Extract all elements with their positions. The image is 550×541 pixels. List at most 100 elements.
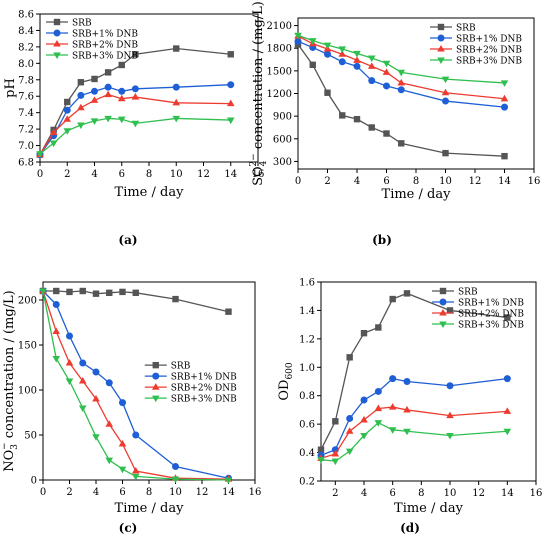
data-point xyxy=(52,327,61,335)
legend-entry: SRB+1% DNB xyxy=(456,35,522,45)
data-point xyxy=(92,395,100,402)
y-tick-label: 200 xyxy=(18,296,37,307)
chart-panel: 2 4 6 8 10 12 14 16 0.2 0.4 0.6 0.8 1.0 1.2 1.4 1.6 Time… xyxy=(277,278,542,536)
data-point xyxy=(90,96,99,103)
data-point xyxy=(172,115,181,123)
y-tick-label: 100 xyxy=(18,386,37,397)
data-point xyxy=(119,288,126,296)
y-tick-label: 0.2 xyxy=(299,477,315,488)
y-axis-label: NO3− concentration / (mg/L) xyxy=(0,290,20,472)
legend-entry: SRB xyxy=(458,288,478,298)
data-point xyxy=(294,37,302,45)
data-point xyxy=(106,289,113,296)
data-point xyxy=(131,85,139,93)
y-axis-label-main: SO xyxy=(251,166,266,186)
data-point xyxy=(104,83,112,91)
data-point xyxy=(36,151,44,158)
y-tick-label: 0.6 xyxy=(299,420,315,431)
data-point xyxy=(403,428,411,436)
data-point xyxy=(225,308,232,315)
x-tick-label: 10 xyxy=(439,176,452,187)
data-point xyxy=(105,379,113,387)
data-point xyxy=(360,432,368,440)
data-point xyxy=(79,287,86,295)
series-line xyxy=(42,290,229,479)
y-tick-label: 8.4 xyxy=(18,26,34,37)
y-tick-label: 600 xyxy=(273,134,292,145)
data-point xyxy=(389,295,396,303)
x-axis-label: Time / day xyxy=(115,185,185,200)
data-point xyxy=(92,368,100,376)
data-point xyxy=(104,115,112,123)
data-point xyxy=(503,407,512,414)
legend-marker xyxy=(439,309,447,316)
data-point xyxy=(63,128,72,135)
x-tick-label: 2 xyxy=(64,169,70,180)
series-line xyxy=(43,290,229,313)
y-tick-label: 1500 xyxy=(267,66,292,77)
data-point xyxy=(117,94,126,102)
data-point xyxy=(105,420,114,427)
y-tick-label: 1.6 xyxy=(299,278,315,289)
data-point xyxy=(317,446,325,453)
x-tick-label: 8 xyxy=(418,488,424,499)
data-point xyxy=(91,75,98,83)
data-point xyxy=(77,91,85,99)
y-tick-label: 150 xyxy=(18,341,37,352)
data-point xyxy=(226,117,235,125)
legend-entry: SRB+3% DNB xyxy=(72,52,138,62)
x-tick-label: 16 xyxy=(528,176,541,187)
data-point xyxy=(77,79,85,86)
data-point xyxy=(63,115,72,122)
panel-label: (c) xyxy=(119,521,138,535)
x-tick-label: 4 xyxy=(361,488,367,499)
x-tick-label: 8 xyxy=(413,176,419,187)
data-point xyxy=(64,98,71,106)
data-point xyxy=(382,60,391,68)
x-tick-label: 12 xyxy=(197,169,210,180)
data-point xyxy=(446,432,454,440)
legend-marker xyxy=(437,23,445,31)
data-point xyxy=(353,56,361,63)
y-tick-label: 0.4 xyxy=(299,448,315,459)
data-point xyxy=(383,82,390,90)
legend-entry: SRB+2% DNB xyxy=(456,46,522,56)
data-point xyxy=(353,62,361,70)
data-point xyxy=(171,476,180,484)
data-point xyxy=(53,287,60,295)
x-axis-label: Time / day xyxy=(115,501,185,516)
data-point xyxy=(331,449,340,457)
data-point xyxy=(442,97,449,105)
x-tick-label: 12 xyxy=(472,488,485,499)
x-tick-label: 2 xyxy=(324,176,330,187)
data-point xyxy=(403,405,411,413)
y-tick-label: 1.4 xyxy=(299,306,315,317)
data-point xyxy=(383,130,390,137)
panel-label: (d) xyxy=(400,521,420,535)
legend-marker xyxy=(437,34,445,42)
data-point xyxy=(49,140,58,148)
data-point xyxy=(360,396,368,404)
y-tick-label: 7.8 xyxy=(18,75,34,86)
series-line xyxy=(39,93,231,155)
plot-frame xyxy=(320,281,537,482)
legend-marker xyxy=(437,45,445,52)
x-tick-label: 6 xyxy=(383,176,389,187)
x-tick-label: 6 xyxy=(119,169,125,180)
data-point xyxy=(446,382,454,390)
legend-entry: SRB+3% DNB xyxy=(456,57,522,67)
data-point xyxy=(118,61,125,69)
y-axis-label-superscript: 2− xyxy=(249,153,259,166)
data-point xyxy=(105,457,114,465)
data-point xyxy=(90,118,99,125)
data-point xyxy=(368,77,376,85)
legend-marker xyxy=(439,298,447,306)
data-point xyxy=(345,448,354,456)
data-point xyxy=(78,377,87,384)
data-point xyxy=(317,457,325,464)
x-tick-label: 8 xyxy=(146,169,152,180)
data-point xyxy=(397,78,406,86)
chart-panel: 0 2 4 6 8 10 12 14 16 0 50 100 150 200 Time / day NO3− … xyxy=(0,281,261,535)
y-tick-label: 1200 xyxy=(267,89,292,100)
